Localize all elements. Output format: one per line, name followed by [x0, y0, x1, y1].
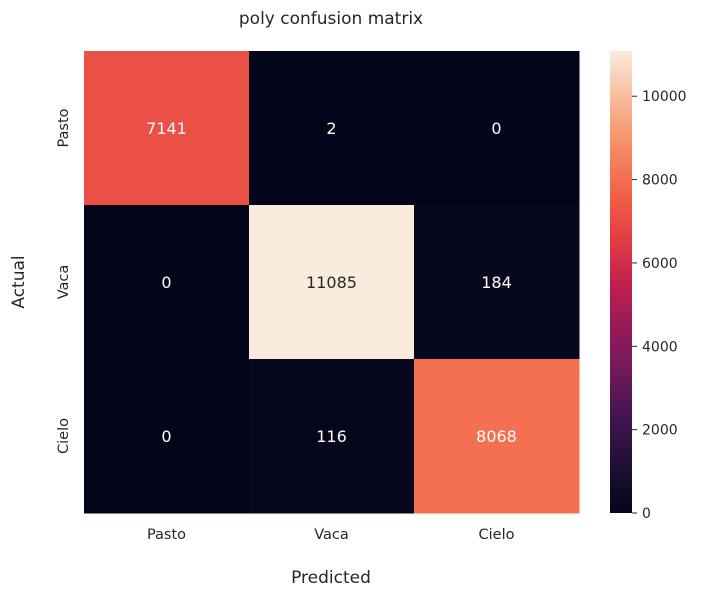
heatmap-cell	[414, 359, 580, 514]
chart-title: poly confusion matrix	[239, 9, 423, 29]
heatmap-cells: 7141 2 0 0 11085 184 0 116 8068	[84, 51, 580, 514]
cell-value-label: 7141	[146, 119, 187, 138]
colorbar-tick-label: 2000	[642, 423, 678, 439]
y-tick-labels: Pasto Vaca Cielo	[56, 108, 72, 454]
cell-value-label: 116	[316, 427, 347, 446]
colorbar	[610, 51, 632, 513]
heatmap-cell	[249, 205, 415, 360]
x-axis-label: Predicted	[291, 568, 371, 588]
colorbar-tick-label: 4000	[642, 339, 678, 355]
colorbar-tick-label: 8000	[642, 173, 678, 189]
heatmap-cell	[84, 359, 250, 514]
heatmap-cell	[249, 51, 415, 206]
colorbar-ticks: 0 2000 4000 6000 8000 10000	[632, 89, 687, 522]
colorbar-tick-label: 10000	[642, 89, 687, 105]
cell-value-label: 11085	[306, 273, 357, 292]
y-tick-label: Pasto	[56, 108, 72, 147]
cell-value-label: 8068	[476, 427, 517, 446]
heatmap-cell	[249, 359, 415, 514]
x-tick-label: Cielo	[479, 527, 515, 543]
cell-value-label: 0	[161, 273, 171, 292]
x-tick-label: Vaca	[314, 527, 349, 543]
cell-value-label: 0	[161, 427, 171, 446]
y-tick-label: Vaca	[56, 265, 72, 300]
colorbar-tick-label: 6000	[642, 256, 678, 272]
x-tick-label: Pasto	[147, 527, 186, 543]
cell-value-label: 2	[326, 119, 336, 138]
heatmap-cell	[414, 51, 580, 206]
y-tick-label: Cielo	[56, 418, 72, 454]
cell-value-label: 184	[481, 273, 512, 292]
y-axis-label: Actual	[9, 255, 29, 308]
heatmap-cell	[84, 51, 250, 206]
colorbar-tick-label: 0	[642, 506, 651, 522]
heatmap-cell	[84, 205, 250, 360]
x-tick-labels: Pasto Vaca Cielo	[147, 527, 515, 543]
heatmap-cell	[414, 205, 580, 360]
cell-value-label: 0	[491, 119, 501, 138]
